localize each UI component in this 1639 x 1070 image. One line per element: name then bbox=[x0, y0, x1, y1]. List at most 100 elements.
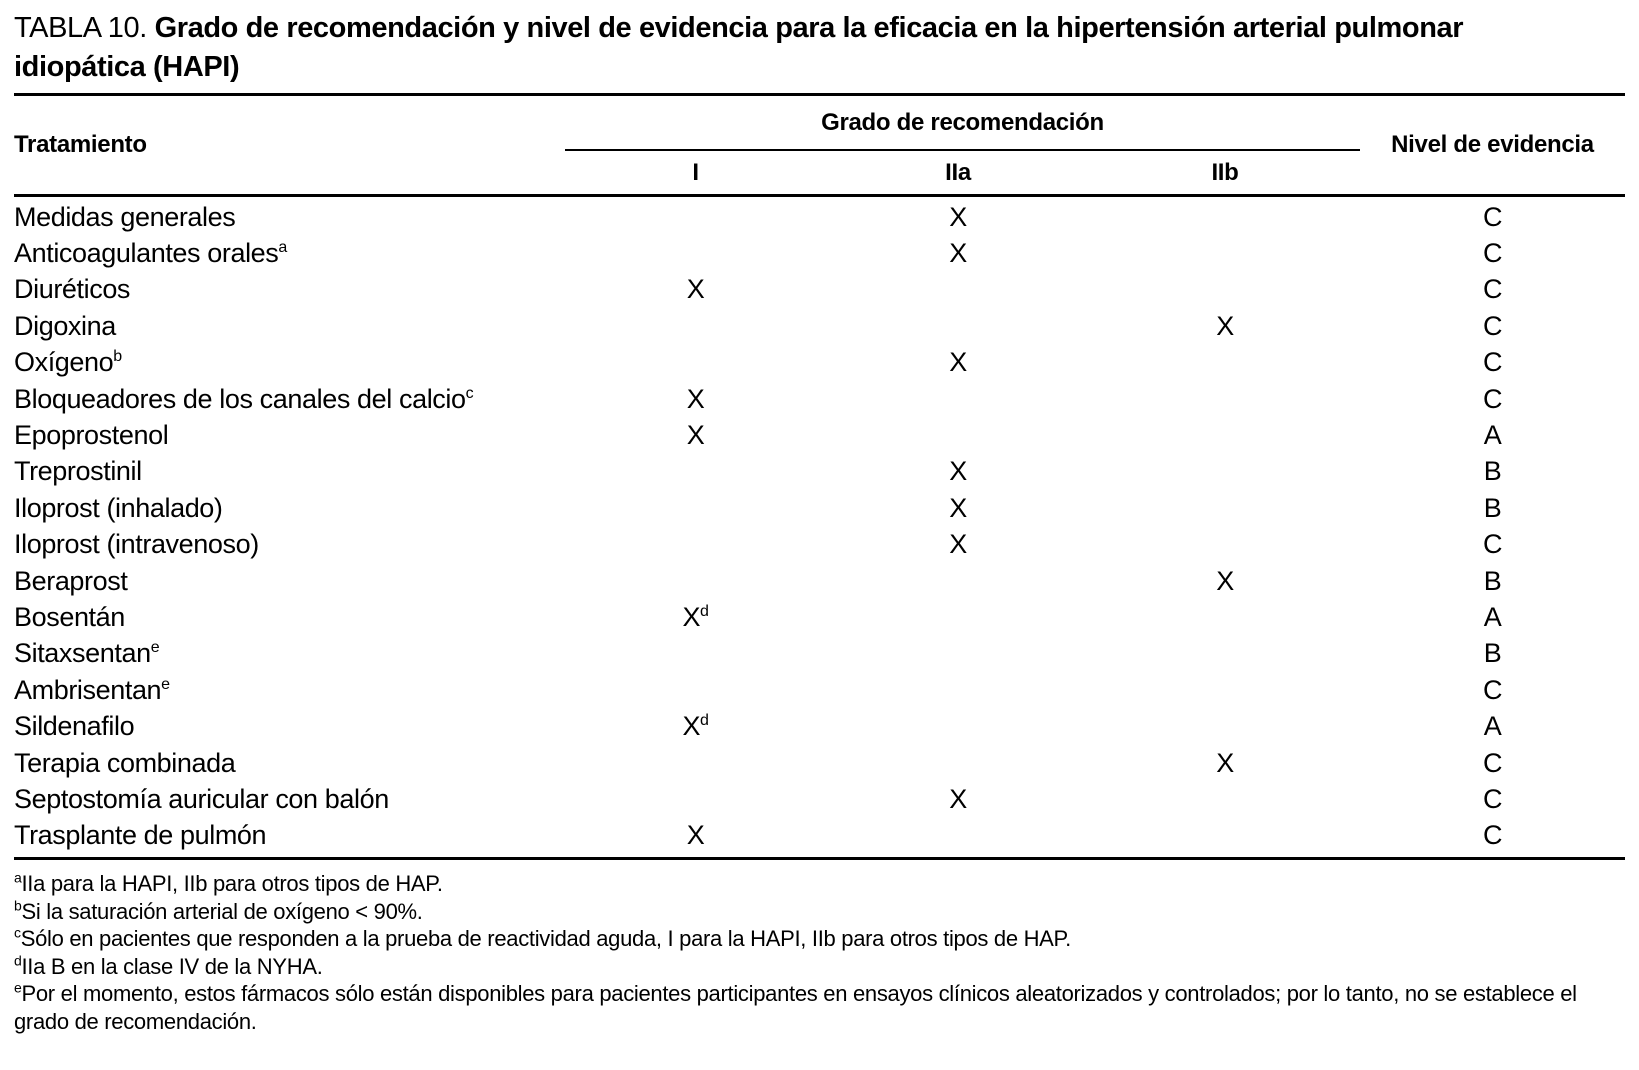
treatment-cell: Digoxina bbox=[14, 311, 565, 342]
table-row: Septostomía auricular con balón X C bbox=[14, 781, 1625, 817]
grade-IIb-cell: X bbox=[1090, 566, 1360, 597]
footnote-sup: e bbox=[14, 979, 22, 996]
column-header-grade-IIa: IIa bbox=[945, 158, 971, 186]
treatment-label: Iloprost (intravenoso) bbox=[14, 529, 259, 560]
table-title-line2: idiopática (HAPI) bbox=[14, 51, 240, 83]
evidence-cell: C bbox=[1482, 383, 1503, 414]
treatment-sup: e bbox=[161, 675, 170, 693]
x-mark: X bbox=[686, 820, 705, 851]
table-row: Digoxina X C bbox=[14, 308, 1625, 344]
grade-subheaders: I IIa IIb bbox=[565, 151, 1360, 194]
grade-I-cell: X bbox=[565, 820, 826, 851]
x-mark: X bbox=[949, 347, 967, 378]
grade-IIa-cell: X bbox=[826, 238, 1090, 269]
treatment-label: Beraprost bbox=[14, 565, 128, 596]
x-mark: X bbox=[682, 711, 701, 742]
evidence-cell: B bbox=[1483, 638, 1502, 669]
table-header: Tratamiento Grado de recomendación I IIa… bbox=[14, 93, 1625, 197]
column-header-treatment: Tratamiento bbox=[14, 131, 147, 158]
footnote-sup: c bbox=[14, 924, 21, 941]
treatment-label: Diuréticos bbox=[14, 274, 131, 305]
x-mark: X bbox=[1216, 310, 1234, 341]
treatment-sup: a bbox=[278, 239, 287, 257]
grade-group-header: Grado de recomendación I IIa IIb bbox=[565, 96, 1360, 194]
evidence-cell: C bbox=[1482, 783, 1503, 814]
treatment-label: Medidas generales bbox=[14, 201, 236, 232]
evidence-cell: C bbox=[1482, 820, 1503, 851]
table-row: Oxígenob X C bbox=[14, 345, 1625, 381]
x-mark: X bbox=[686, 274, 705, 305]
column-header-grade-group: Grado de recomendación bbox=[565, 96, 1360, 151]
grade-IIa-cell: X bbox=[826, 529, 1090, 560]
footnote-sup: a bbox=[14, 869, 22, 886]
treatment-sup: b bbox=[113, 348, 122, 366]
footnote: dIIa B en la clase IV de la NYHA. bbox=[14, 953, 1625, 981]
footnote: cSólo en pacientes que responden a la pr… bbox=[14, 925, 1625, 953]
evidence-cell: C bbox=[1482, 747, 1503, 778]
treatment-cell: Treprostinil bbox=[14, 456, 565, 487]
table-row: Terapia combinada X C bbox=[14, 745, 1625, 781]
table-body: Medidas generales X C Anticoagulantes or… bbox=[14, 197, 1625, 861]
treatment-cell: Iloprost (inhalado) bbox=[14, 493, 565, 524]
table-number-label: TABLA 10. bbox=[14, 12, 147, 44]
evidence-cell: C bbox=[1482, 347, 1503, 378]
treatment-cell: Sildenafilo bbox=[14, 711, 565, 742]
grade-IIa-cell: X bbox=[826, 493, 1090, 524]
column-header-evidence: Nivel de evidencia bbox=[1391, 131, 1594, 158]
treatment-label: Oxígeno bbox=[14, 347, 114, 378]
treatment-cell: Iloprost (intravenoso) bbox=[14, 529, 565, 560]
treatment-label: Anticoagulantes orales bbox=[14, 238, 279, 269]
table-row: Sildenafilo Xd A bbox=[14, 708, 1625, 744]
x-sup: d bbox=[700, 712, 709, 730]
grade-IIa-cell: X bbox=[826, 202, 1090, 233]
footnotes: aIIa para la HAPI, IIb para otros tipos … bbox=[14, 860, 1625, 1035]
evidence-cell: C bbox=[1482, 674, 1503, 705]
treatment-label: Digoxina bbox=[14, 310, 116, 341]
treatment-label: Treprostinil bbox=[14, 456, 142, 487]
table-row: Ambrisentane C bbox=[14, 672, 1625, 708]
table-row: Treprostinil X B bbox=[14, 454, 1625, 490]
treatment-sup: c bbox=[465, 384, 474, 402]
treatment-cell: Medidas generales bbox=[14, 202, 565, 233]
treatment-cell: Anticoagulantes oralesa bbox=[14, 238, 565, 269]
evidence-cell: B bbox=[1483, 565, 1502, 596]
column-header-grade-I: I bbox=[692, 158, 699, 186]
footnote-text: IIa B en la clase IV de la NYHA. bbox=[21, 953, 323, 979]
table-title: TABLA 10. Grado de recomendación y nivel… bbox=[14, 9, 1625, 87]
treatment-cell: Epoprostenol bbox=[14, 420, 565, 451]
x-mark: X bbox=[686, 420, 705, 451]
treatment-sup: e bbox=[150, 639, 160, 657]
grade-I-cell: Xd bbox=[565, 602, 826, 633]
footnote: bSi la saturación arterial de oxígeno < … bbox=[14, 898, 1625, 926]
grade-IIa-cell: X bbox=[826, 347, 1090, 378]
footnote-text: Si la saturación arterial de oxígeno < 9… bbox=[21, 898, 423, 924]
x-mark: X bbox=[949, 238, 967, 269]
table-row: Medidas generales X C bbox=[14, 199, 1625, 235]
table-row: Diuréticos X C bbox=[14, 272, 1625, 308]
table-title-line1: Grado de recomendación y nivel de eviden… bbox=[154, 12, 1464, 44]
grade-I-cell: X bbox=[565, 420, 826, 451]
evidence-cell: A bbox=[1483, 601, 1502, 632]
x-mark: X bbox=[949, 783, 967, 814]
treatment-label: Ambrisentan bbox=[14, 674, 162, 705]
treatment-cell: Oxígenob bbox=[14, 347, 565, 378]
treatment-cell: Trasplante de pulmón bbox=[14, 820, 565, 851]
table-row: Iloprost (inhalado) X B bbox=[14, 490, 1625, 526]
footnote: ePor el momento, estos fármacos sólo est… bbox=[14, 980, 1625, 1035]
evidence-cell: C bbox=[1482, 201, 1503, 232]
evidence-cell: C bbox=[1482, 310, 1503, 341]
treatment-cell: Bloqueadores de los canales del calcioc bbox=[14, 384, 565, 415]
x-mark: X bbox=[949, 492, 967, 523]
footnote-sup: d bbox=[14, 952, 22, 969]
x-mark: X bbox=[949, 529, 967, 560]
treatment-cell: Diuréticos bbox=[14, 274, 565, 305]
grade-IIb-cell: X bbox=[1090, 311, 1360, 342]
treatment-label: Bloqueadores de los canales del calcio bbox=[14, 383, 466, 414]
x-mark: X bbox=[686, 383, 705, 414]
treatment-label: Iloprost (inhalado) bbox=[14, 492, 223, 523]
treatment-cell: Beraprost bbox=[14, 566, 565, 597]
treatment-label: Sitaxsentan bbox=[14, 638, 151, 669]
table-row: Bloqueadores de los canales del calcioc … bbox=[14, 381, 1625, 417]
treatment-cell: Septostomía auricular con balón bbox=[14, 784, 565, 815]
